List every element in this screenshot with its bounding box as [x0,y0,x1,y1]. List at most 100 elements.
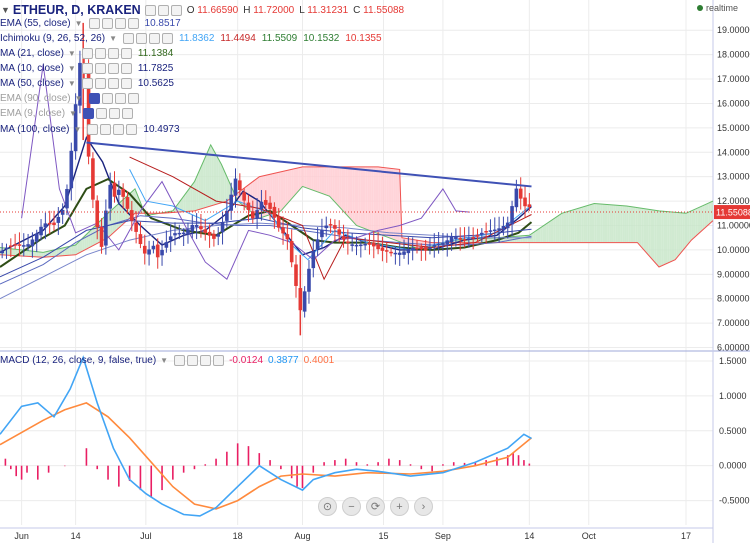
candle-body [423,247,428,251]
macd-header: MACD (12, 26, close, 9, false, true) ▼ -… [0,353,339,367]
ichimoku-cloud-segment [296,167,299,194]
chevron-down-icon[interactable]: ▼ [1,5,10,15]
candle-body [56,216,61,223]
indicator-controls[interactable] [122,32,173,44]
macd-signal-line [0,402,533,510]
chevron-down-icon[interactable]: ▼ [69,108,77,118]
header-controls[interactable] [144,4,182,16]
ichimoku-cloud-segment [548,220,551,243]
ichimoku-cloud-segment [343,166,346,214]
candle-body [155,244,160,258]
macd-label[interactable]: MACD (12, 26, close, 9, false, true) [0,354,157,366]
price-tick-label: 7.00000 [717,318,750,328]
macd-histogram-bar [388,458,390,466]
macd-histogram-bar [296,465,298,487]
eye-icon [88,17,100,29]
indicator-controls[interactable] [81,47,132,59]
candle-body [134,222,138,232]
ichimoku-cloud-segment [626,205,629,243]
zoom-in-icon[interactable]: + [390,497,409,516]
eye-icon [82,107,94,119]
chevron-down-icon[interactable]: ▼ [74,93,83,103]
indicator-row[interactable]: EMA (90, close) ▼ [0,91,144,105]
indicator-controls[interactable] [88,17,139,29]
price-tick-label: 19.00000 [717,25,750,35]
chevron-down-icon[interactable]: ▼ [67,48,76,58]
time-tick-label: 18 [233,531,243,541]
macd-histogram-bar [247,446,250,466]
macd-histogram-bar [107,465,109,480]
ichimoku-cloud-segment [183,193,186,212]
candle-body [246,202,251,210]
candle-body [501,225,506,231]
macd-histogram-bar [182,465,185,473]
ichimoku-cloud-segment [693,208,696,239]
scroll-right-icon[interactable]: › [414,497,433,516]
ichimoku-cloud-segment [700,205,703,233]
indicator-row[interactable]: MA (21, close) ▼ 11.1384 [0,46,178,60]
chevron-down-icon[interactable]: ▼ [109,33,117,43]
ichimoku-cloud-segment [671,212,675,262]
ichimoku-cloud-segment [408,238,411,246]
more-icon [120,62,132,74]
price-tick-label: 6.00000 [717,343,750,353]
candle-body [216,234,221,237]
indicator-controls[interactable] [87,123,138,135]
refresh-icon[interactable]: ⟳ [366,497,385,516]
indicator-row[interactable]: Ichimoku (9, 26, 52, 26) ▼ 11.8362 11.4494 1… [0,31,387,45]
close-icon [108,107,120,119]
ichimoku-cloud-segment [682,213,685,251]
ichimoku-cloud-segment [587,204,590,243]
indicator-name[interactable]: EMA (9, close) [0,107,66,119]
ohlc-value: 11.55088 [363,4,405,16]
reset-icon[interactable]: ⊙ [318,497,337,516]
candle-body [359,244,363,247]
indicator-name[interactable]: MA (100, close) [0,123,70,135]
indicator-name[interactable]: EMA (55, close) [0,17,71,29]
indicator-row[interactable]: MA (50, close) ▼ 10.5625 [0,76,179,90]
chevron-down-icon[interactable]: ▼ [67,78,76,88]
indicator-row[interactable]: MA (10, close) ▼ 11.7825 [0,61,178,75]
indicator-row[interactable]: EMA (9, close) ▼ [0,106,138,120]
candle-body [212,233,216,239]
ichimoku-cloud-segment [607,204,610,243]
indicator-name[interactable]: EMA (90, close) [0,92,71,104]
candle-body [60,209,65,215]
candle-body [151,245,156,250]
chevron-down-icon[interactable]: ▼ [74,18,83,28]
candle-body [406,249,411,254]
indicator-name[interactable]: Ichimoku (9, 26, 52, 26) [0,32,106,44]
chevron-down-icon[interactable]: ▼ [160,355,169,365]
indicator-controls[interactable] [82,107,133,119]
ichimoku-cloud-segment [285,170,288,206]
macd-histogram-bar [312,465,315,473]
indicator-controls[interactable] [88,92,139,104]
ichimoku-cloud-segment [34,251,37,257]
symbol-title[interactable]: ETHEUR, D, KRAKEN [12,3,141,17]
ichimoku-cloud-segment [393,168,396,241]
ichimoku-cloud-segment [553,217,556,243]
indicator-value: 11.8362 [178,32,215,44]
indicator-row[interactable]: MA (100, close) ▼ 10.4973 [0,122,185,136]
macd-controls[interactable] [174,354,225,366]
macd-histogram-bar [193,465,196,470]
indicator-name[interactable]: MA (50, close) [0,77,64,89]
macd-tick-label: 1.0000 [719,391,747,401]
candle-body [125,197,130,209]
ichimoku-cloud-segment [559,213,562,243]
indicator-row[interactable]: EMA (55, close) ▼ 10.8517 [0,16,186,30]
indicator-name[interactable]: MA (10, close) [0,62,64,74]
chevron-down-icon[interactable]: ▼ [73,124,82,134]
chevron-down-icon[interactable]: ▼ [67,63,76,73]
indicator-controls[interactable] [81,77,132,89]
ichimoku-cloud-segment [116,203,119,230]
ichimoku-cloud-segment [689,210,692,243]
candle-body [73,104,78,152]
ichimoku-cloud-segment [537,227,541,243]
indicator-controls[interactable] [81,62,132,74]
candle-body [242,192,246,201]
zoom-out-icon[interactable]: − [342,497,361,516]
settings-icon [135,32,147,44]
ichimoku-cloud-segment [181,196,184,212]
indicator-name[interactable]: MA (21, close) [0,47,64,59]
